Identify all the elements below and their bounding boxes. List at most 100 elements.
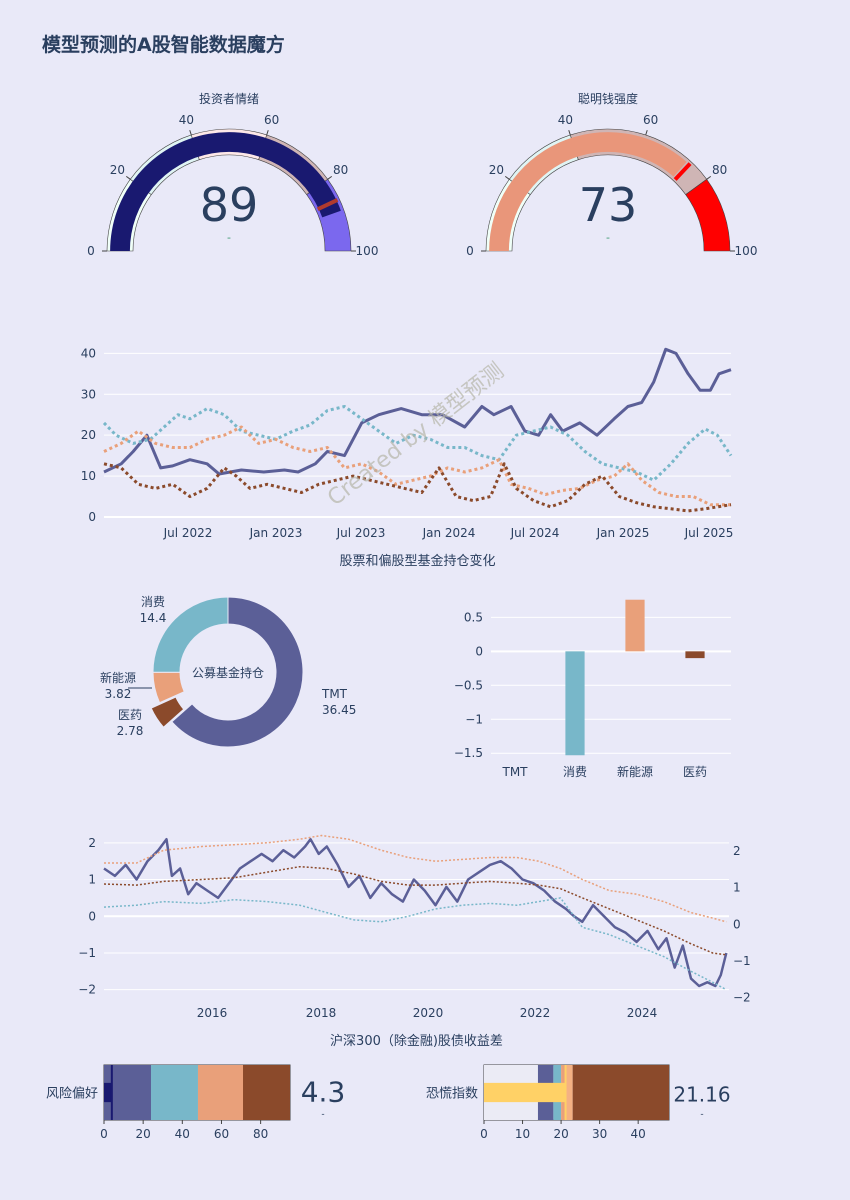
- x-tick-label: Jul 2024: [510, 526, 560, 540]
- x-axis-title: 沪深300（除金融)股债收益差: [330, 1033, 503, 1049]
- y-tick-label: 40: [81, 346, 96, 360]
- bullet-step-1: [150, 1065, 198, 1120]
- x-tick-label: 2020: [413, 1006, 444, 1020]
- gauge-value: 73: [579, 178, 638, 232]
- x-tick-label: TMT: [501, 765, 528, 779]
- gauge-tick-mark: [706, 175, 712, 180]
- bullet-value-bar: [104, 1082, 113, 1103]
- gauge-tick-label: 60: [643, 113, 658, 127]
- gauge-tick-label: 20: [110, 163, 125, 177]
- y-tick-label: −0.5: [454, 678, 483, 692]
- gauge-threshold-marker: [673, 162, 692, 181]
- donut-label: 消费: [141, 595, 165, 609]
- bullet-tick-label: 40: [175, 1127, 190, 1141]
- bullet-tick-label: 0: [480, 1127, 488, 1141]
- y2-tick-label: 2: [733, 844, 741, 858]
- x-axis-title: 股票和偏股型基金持仓变化: [339, 553, 495, 569]
- y-tick-label: −2: [78, 983, 96, 997]
- x-tick-label: Jul 2025: [684, 526, 734, 540]
- y2-tick-label: −1: [733, 954, 751, 968]
- donut-value: 36.45: [322, 703, 356, 717]
- bullet-delta: -: [700, 1110, 703, 1120]
- y-tick-label: 2: [88, 836, 96, 850]
- bar-新能源: [625, 599, 645, 652]
- gauge-tick-mark: [568, 130, 571, 136]
- donut-slice-医药: [150, 696, 185, 728]
- fund-holding-donut: TMT 36.45 医药 2.78 新能源 3.82 消费 14.4 公募基金持仓: [100, 595, 356, 748]
- gauge-delta: -: [227, 231, 231, 244]
- gauge-tick-label: 20: [489, 163, 504, 177]
- donut-value: 3.82: [105, 687, 132, 701]
- donut-center-label: 公募基金持仓: [192, 665, 264, 680]
- gauge-delta: -: [606, 231, 610, 244]
- x-tick-label: Jan 2025: [596, 526, 650, 540]
- gauge-tick-mark: [189, 130, 192, 136]
- bar-消费: [565, 651, 585, 756]
- y-tick-label: 30: [81, 387, 96, 401]
- gauge-tick-label: 40: [558, 113, 573, 127]
- y2-tick-label: 0: [733, 917, 741, 931]
- donut-slice-消费: [152, 596, 229, 673]
- gauge-tick-label: 80: [333, 163, 348, 177]
- equity-bond-spread-chart: −2 −1 0 1 2 −2 −1 0 1 2 2016 2018 2020 2022 2024 沪深300（…: [78, 834, 751, 1049]
- y-tick-label: 20: [81, 428, 96, 442]
- gauge-tick-label: 100: [356, 244, 379, 258]
- x-tick-label: 消费: [563, 765, 587, 779]
- gauge-tick-label: 0: [87, 244, 95, 258]
- y-tick-label: 0: [475, 644, 483, 658]
- y-tick-label: 0: [88, 909, 96, 923]
- gauge-value: 89: [200, 178, 259, 232]
- series-line-1: [102, 405, 733, 482]
- x-tick-label: 2016: [197, 1006, 228, 1020]
- gauge-tick-label: 80: [712, 163, 727, 177]
- gauge-tick-label: 100: [735, 244, 758, 258]
- bullet-step-4: [564, 1065, 573, 1120]
- gauge-tick-label: 0: [466, 244, 474, 258]
- series-line-3: [103, 462, 732, 513]
- gauge-tick-mark: [327, 175, 333, 180]
- bullet-value-bar: [484, 1082, 566, 1103]
- bullet-title: 风险偏好: [46, 1087, 98, 1102]
- bullet-title: 恐慌指数: [426, 1087, 478, 1102]
- x-tick-label: Jul 2022: [163, 526, 213, 540]
- gauge-tick-label: 40: [179, 113, 194, 127]
- y-tick-label: 0: [88, 510, 96, 524]
- bullet-tick-label: 40: [631, 1127, 646, 1141]
- series-line-1: [104, 834, 727, 923]
- gauge-tick-mark: [504, 175, 510, 180]
- gauge-title: 聪明钱强度: [578, 91, 638, 106]
- fund-holding-change-bar: −1.5 −1 −0.5 0 0.5 TMT 消费 新能源 医药: [454, 599, 731, 779]
- donut-value: 2.78: [117, 724, 144, 738]
- series-line-0: [103, 837, 728, 988]
- donut-value: 14.4: [140, 611, 167, 625]
- fund-holding-line-chart: 0 10 20 30 40 Jul 2022 Jan 2023 Jul 2023 Jan 202…: [81, 346, 734, 569]
- x-tick-label: 医药: [683, 765, 707, 779]
- y-tick-label: −1: [465, 712, 483, 726]
- gauge-title: 投资者情绪: [199, 91, 259, 106]
- x-tick-label: Jan 2024: [422, 526, 476, 540]
- y-tick-label: −1: [78, 946, 96, 960]
- bullet-tick-label: 10: [515, 1127, 530, 1141]
- donut-label: 新能源: [100, 670, 136, 685]
- y-tick-label: −1.5: [454, 746, 483, 760]
- bullet-tick-label: 80: [253, 1127, 268, 1141]
- gauge-smart-money: 0 20 40 60 80 100 聪明钱强度 73-: [466, 91, 757, 258]
- gauge-tick-mark: [266, 130, 269, 136]
- x-tick-label: 新能源: [617, 764, 653, 779]
- gauge-value-bar: [489, 132, 687, 251]
- y2-tick-label: −2: [733, 991, 751, 1005]
- gauge-tick-mark: [645, 130, 648, 136]
- gauge-tick-label: 60: [264, 113, 279, 127]
- bullet-step-5: [572, 1065, 669, 1120]
- donut-slice-新能源: [152, 671, 185, 704]
- y2-tick-label: 1: [733, 881, 741, 895]
- bullet-tick-label: 60: [214, 1127, 229, 1141]
- y-tick-label: 10: [81, 469, 96, 483]
- y-tick-label: 1: [88, 873, 96, 887]
- donut-label: 医药: [118, 708, 142, 722]
- y-tick-label: 0.5: [464, 610, 483, 624]
- page-title: 模型预测的A股智能数据魔方: [42, 34, 285, 56]
- series-line-0: [103, 347, 732, 476]
- x-tick-label: 2022: [520, 1006, 551, 1020]
